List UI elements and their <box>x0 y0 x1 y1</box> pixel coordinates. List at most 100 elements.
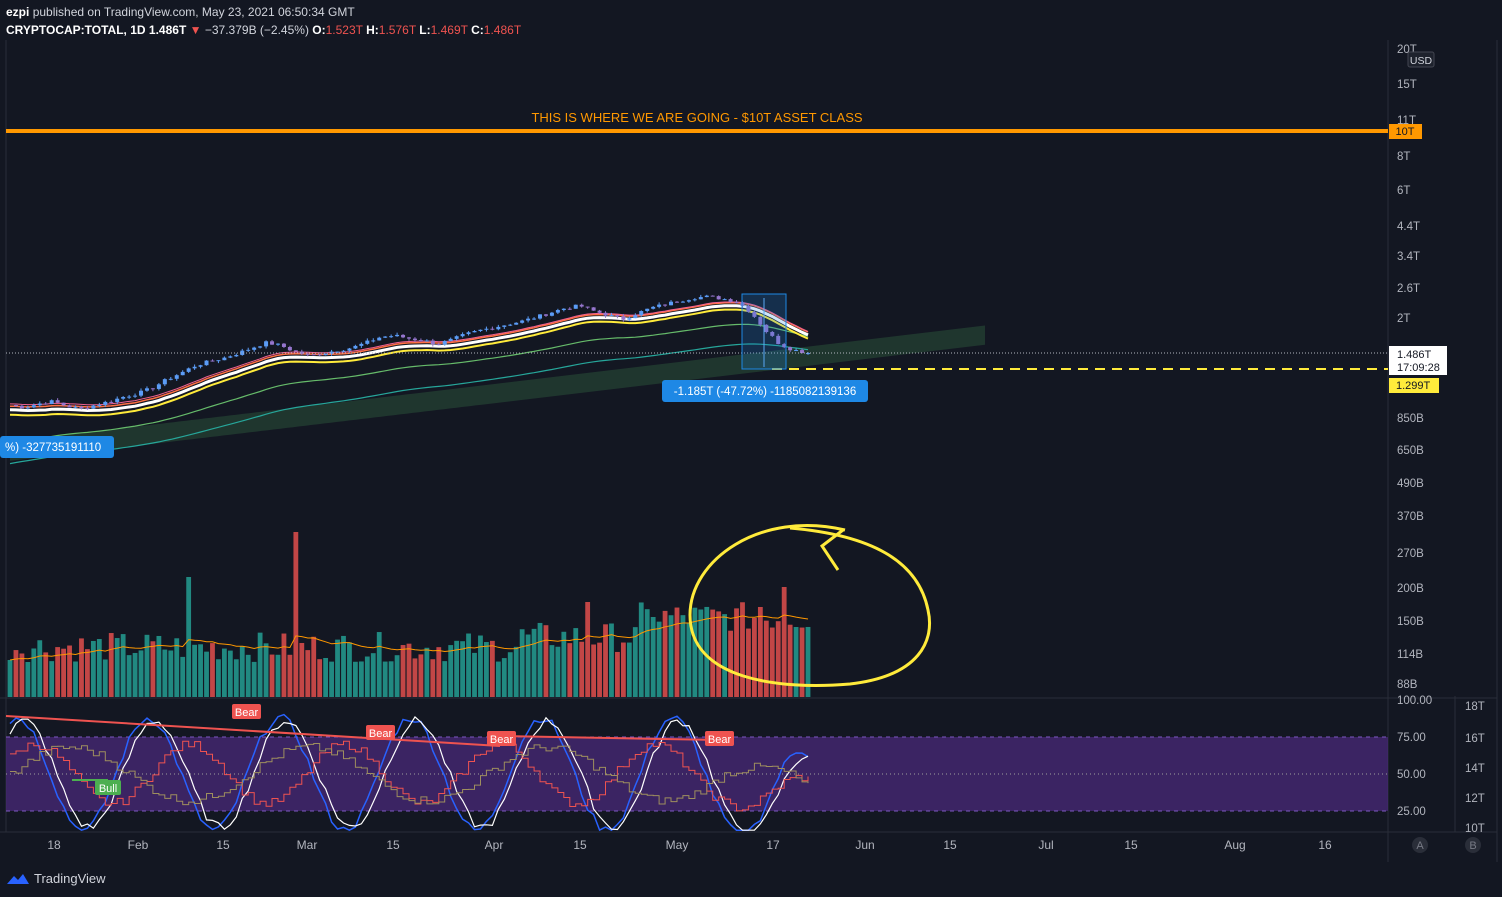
time-tick: 18 <box>47 838 61 852</box>
candle-body <box>168 378 173 380</box>
price-tick: 200B <box>1397 583 1424 595</box>
time-axis[interactable]: 18 Feb 15 Mar 15 Apr 15 May 17 Jun 15 Jul 15 Aug 16 <box>47 838 1332 852</box>
last-price-label: 1.486T <box>1397 349 1432 361</box>
candle-body <box>538 314 543 319</box>
volume-bar <box>484 642 489 697</box>
bear-badge-4[interactable]: Bear <box>705 731 734 746</box>
candle-body <box>305 353 310 355</box>
volume-bar <box>442 661 448 697</box>
candle-body <box>686 300 691 302</box>
candle-body <box>758 316 763 325</box>
candle-body <box>680 301 685 303</box>
candle-body <box>728 299 733 302</box>
candle-body <box>49 400 54 405</box>
volume-bar <box>507 652 513 697</box>
footer-brand: TradingView <box>34 871 106 886</box>
footer[interactable]: TradingView <box>6 871 106 886</box>
bear-badge-3[interactable]: Bear <box>487 731 516 746</box>
volume-bar <box>317 659 323 697</box>
candle-body <box>651 306 656 309</box>
candle-body <box>293 350 298 352</box>
candle-body <box>412 338 417 341</box>
time-tick: Mar <box>297 838 318 852</box>
candle-body <box>287 346 292 351</box>
highlight-circle[interactable] <box>688 524 932 687</box>
candle-body <box>674 301 679 303</box>
candle-body <box>186 368 191 372</box>
volume-bar <box>769 627 775 697</box>
close-value: 1.486T <box>483 23 522 37</box>
candle-body <box>704 295 709 298</box>
osc-tick-right: 18T <box>1465 701 1485 713</box>
candle-body <box>418 340 423 342</box>
candle-body <box>627 318 632 320</box>
volume-bar <box>680 615 686 697</box>
candle-body <box>770 332 775 336</box>
target-text[interactable]: THIS IS WHERE WE ARE GOING - $10T ASSET … <box>531 110 862 125</box>
svg-text:Bear: Bear <box>490 734 514 746</box>
price-tick: 490B <box>1397 478 1424 490</box>
bear-badge-2[interactable]: Bear <box>366 725 395 740</box>
candle-body <box>162 379 167 385</box>
volume-bar <box>430 659 436 697</box>
volume-bar <box>210 643 215 697</box>
volume-bar <box>740 602 745 697</box>
candle-body <box>401 334 406 338</box>
volume-bar <box>775 621 781 697</box>
volume-bar <box>120 634 126 697</box>
down-arrow-icon: ▼ <box>189 23 202 37</box>
bear-badge-1[interactable]: Bear <box>232 704 261 719</box>
b-button[interactable] <box>1465 837 1481 853</box>
volume-bar <box>585 602 591 697</box>
volume-bar <box>650 617 656 697</box>
candle-body <box>621 316 626 320</box>
price-axis[interactable]: 20T15T11T8T6T4.4T3.4T2.6T2T850B650B490B3… <box>1397 44 1424 691</box>
candle-body <box>532 318 537 320</box>
candle-body <box>67 405 72 408</box>
time-tick: Feb <box>128 838 149 852</box>
bull-badge[interactable]: Bull <box>95 780 121 795</box>
price-tick: 4.4T <box>1397 221 1420 233</box>
candle-body <box>663 304 668 306</box>
author-name[interactable]: ezpi <box>6 5 30 19</box>
osc-axis-left[interactable]: 100.00 75.00 50.00 25.00 <box>1397 695 1432 818</box>
volume-bar <box>90 640 96 697</box>
auto-scale-button[interactable] <box>1412 837 1428 853</box>
symbol-name[interactable]: CRYPTOCAP:TOTAL, 1D <box>6 23 146 37</box>
volume-bar <box>466 633 471 697</box>
circle-arrowhead <box>819 528 844 571</box>
candle-body <box>716 296 721 300</box>
last-price-badge <box>1389 346 1447 375</box>
volume-bar <box>394 655 400 697</box>
volume-bar <box>710 609 716 697</box>
volume-bar <box>787 624 793 697</box>
price-chart[interactable]: THIS IS WHERE WE ARE GOING - $10T ASSET … <box>0 40 1502 862</box>
last-price: 1.486T <box>148 23 187 37</box>
svg-text:Bear: Bear <box>708 734 732 746</box>
price-tick: 150B <box>1397 616 1424 628</box>
osc-axis-right[interactable]: 18T 16T 14T 12T 10T <box>1465 701 1485 835</box>
candle-body <box>389 336 394 338</box>
candle-body <box>13 405 18 407</box>
volume-bar <box>79 638 84 697</box>
candle-body <box>549 312 554 316</box>
volume-bar <box>323 657 329 697</box>
volume-bar <box>174 638 180 697</box>
currency-badge[interactable] <box>1407 51 1435 68</box>
volume-bar <box>227 650 233 697</box>
volume-bar <box>150 641 156 697</box>
volume-bar <box>364 656 370 697</box>
candle-body <box>383 336 388 338</box>
candle-body <box>710 295 715 297</box>
volume-bar <box>573 628 579 697</box>
candle-body <box>359 343 364 346</box>
volume-bar <box>656 621 662 697</box>
candle-body <box>335 351 340 353</box>
volume-bar <box>216 659 221 697</box>
candle-body <box>585 306 590 308</box>
candle-body <box>430 340 435 345</box>
candle-body <box>615 314 620 317</box>
candle-body <box>192 366 197 369</box>
volume-bar <box>662 610 668 697</box>
volume-bar <box>49 661 55 697</box>
